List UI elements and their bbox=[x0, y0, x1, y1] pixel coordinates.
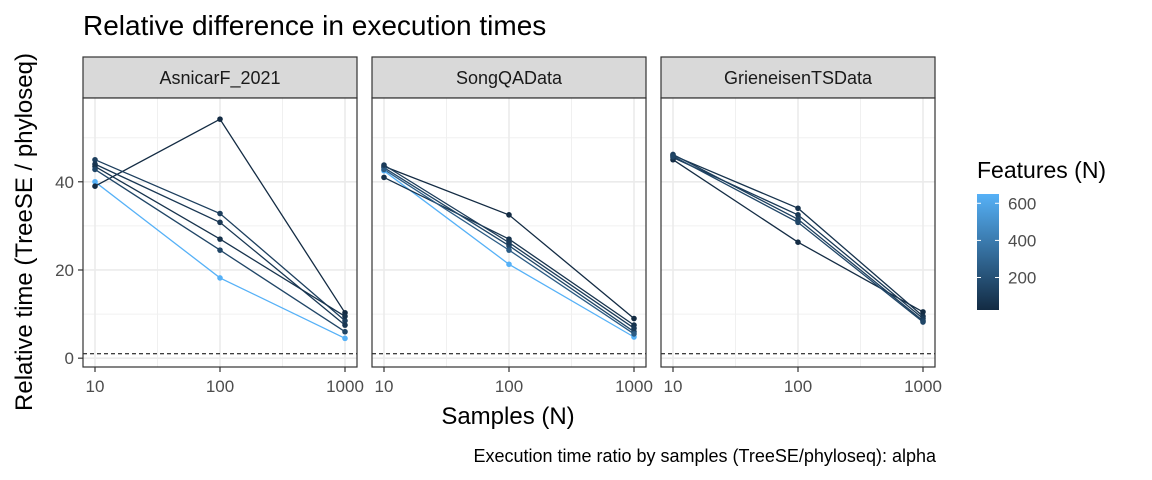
legend: Features (N) 200 400 600 bbox=[977, 157, 1106, 310]
data-point bbox=[342, 322, 348, 328]
data-point bbox=[217, 116, 223, 122]
panel-songqadata: SongQAData 10 100 1000 bbox=[371, 56, 653, 396]
x-tick-label: 10 bbox=[664, 377, 683, 396]
facet-strip bbox=[371, 56, 647, 99]
x-tick-label: 100 bbox=[784, 377, 812, 396]
data-point bbox=[631, 315, 637, 322]
data-point bbox=[381, 166, 387, 173]
facet-strip bbox=[82, 56, 358, 99]
x-axis-label: Samples (N) bbox=[441, 403, 574, 430]
data-point bbox=[631, 325, 637, 331]
legend-tick-label: 400 bbox=[1008, 231, 1036, 250]
data-point bbox=[342, 335, 348, 342]
data-point bbox=[92, 156, 98, 163]
legend-tick-label: 600 bbox=[1008, 194, 1036, 213]
chart-title: Relative difference in execution times bbox=[83, 10, 546, 41]
legend-title: Features (N) bbox=[977, 157, 1106, 183]
data-point bbox=[795, 239, 801, 246]
x-tick-label: 1000 bbox=[615, 377, 653, 396]
data-point bbox=[342, 328, 348, 335]
legend-tick-label: 200 bbox=[1008, 269, 1036, 288]
panel-asnicarf-2021: AsnicarF_2021 10 100 1000 0 20 40 bbox=[55, 56, 364, 396]
data-point bbox=[217, 247, 223, 253]
data-point bbox=[217, 275, 223, 281]
data-point bbox=[342, 313, 348, 320]
data-point bbox=[795, 219, 801, 226]
x-tick-label: 10 bbox=[86, 377, 105, 396]
x-tick-label: 1000 bbox=[904, 377, 942, 396]
data-point bbox=[506, 261, 512, 268]
data-point bbox=[381, 174, 387, 181]
data-point bbox=[381, 162, 387, 168]
data-point bbox=[506, 239, 512, 246]
facet-strip bbox=[660, 56, 936, 99]
chart-caption: Execution time ratio by samples (TreeSE/… bbox=[473, 446, 937, 466]
data-point bbox=[217, 210, 223, 217]
facet-strip-label: AsnicarF_2021 bbox=[159, 68, 280, 89]
legend-colorbar bbox=[977, 194, 999, 310]
x-tick-label: 100 bbox=[206, 377, 234, 396]
y-tick-label: 0 bbox=[65, 349, 74, 368]
data-point bbox=[92, 178, 98, 185]
facet-strip-label: SongQAData bbox=[456, 68, 563, 88]
legend-ticks: 200 400 600 bbox=[977, 194, 1036, 288]
data-point bbox=[920, 319, 926, 325]
x-tick-label: 1000 bbox=[326, 377, 364, 396]
data-point bbox=[670, 153, 676, 160]
data-point bbox=[631, 331, 637, 337]
y-tick-label: 20 bbox=[55, 261, 74, 280]
data-point bbox=[506, 212, 512, 218]
y-axis-label: Relative time (TreeSE / phyloseq) bbox=[11, 53, 38, 411]
panel-grieneisentsdata: GrieneisenTSData 10 100 1000 bbox=[660, 56, 942, 396]
data-point bbox=[92, 166, 98, 173]
data-point bbox=[342, 317, 348, 324]
data-point bbox=[217, 219, 223, 226]
x-tick-label: 10 bbox=[375, 377, 394, 396]
data-point bbox=[920, 309, 926, 315]
x-tick-label: 100 bbox=[495, 377, 523, 396]
data-point bbox=[795, 205, 801, 212]
data-point bbox=[506, 247, 512, 253]
data-point bbox=[795, 212, 801, 218]
facet-panels: AsnicarF_2021 10 100 1000 0 20 40 SongQAData 10 1… bbox=[55, 56, 942, 396]
data-point bbox=[92, 183, 98, 189]
y-tick-label: 40 bbox=[55, 173, 74, 192]
facet-strip-label: GrieneisenTSData bbox=[724, 68, 873, 88]
data-point bbox=[217, 236, 223, 242]
